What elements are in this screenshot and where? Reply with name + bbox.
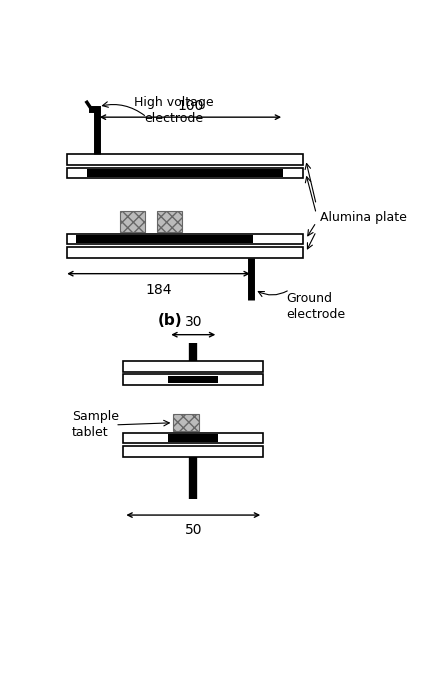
Text: (b): (b) bbox=[158, 313, 182, 329]
Bar bbox=[67, 247, 303, 258]
Bar bbox=[173, 414, 199, 431]
Text: 100: 100 bbox=[177, 99, 204, 113]
Bar bbox=[168, 435, 218, 442]
Text: High voltage
electrode: High voltage electrode bbox=[133, 96, 213, 125]
Bar bbox=[87, 169, 283, 176]
Bar bbox=[67, 234, 303, 245]
Bar bbox=[168, 376, 218, 384]
Text: Sample
tablet: Sample tablet bbox=[72, 411, 119, 440]
Text: 184: 184 bbox=[145, 283, 172, 297]
Text: 30: 30 bbox=[184, 316, 202, 329]
Text: 50: 50 bbox=[184, 523, 202, 537]
Text: Ground
electrode: Ground electrode bbox=[286, 292, 345, 321]
Bar bbox=[67, 167, 303, 178]
Text: Alumina plate: Alumina plate bbox=[320, 212, 407, 225]
Bar bbox=[124, 433, 263, 444]
Bar bbox=[124, 374, 263, 385]
Bar bbox=[157, 211, 181, 232]
Bar bbox=[67, 154, 303, 165]
Bar bbox=[120, 211, 145, 232]
Bar bbox=[124, 446, 263, 457]
Bar bbox=[76, 236, 253, 243]
Bar bbox=[124, 361, 263, 372]
